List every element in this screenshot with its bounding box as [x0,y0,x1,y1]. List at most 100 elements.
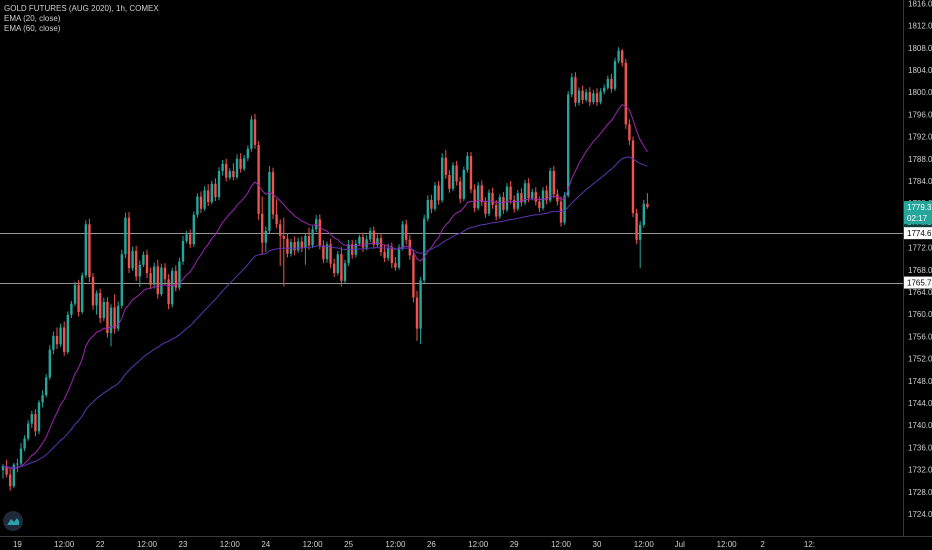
candle-body [174,270,177,288]
candle-body [275,214,278,225]
y-tick-label: 1816.0 [908,0,932,8]
candle-body [199,196,203,209]
candle-body [12,464,15,487]
x-tick-label: 30 [593,540,602,549]
candle-body [531,192,534,199]
candle-body [153,266,156,285]
candle-body [441,157,444,201]
candle-body [610,78,613,89]
y-tick-label: 1788.0 [908,155,932,164]
candle-body [297,241,300,251]
y-tick-label: 1724.0 [908,510,932,519]
candle-body [455,165,458,182]
x-tick-label: 25 [344,540,353,549]
x-tick-label: 12:00 [385,540,406,549]
countdown-tag-label: 02:17 [907,214,928,223]
candle-body [142,254,145,265]
candle-body [156,266,159,295]
y-tick-label: 1764.0 [908,288,932,297]
candle-body [66,314,69,352]
candle-body [376,238,379,245]
candle-body [556,194,559,202]
candle-body [639,224,642,240]
candle-body [225,163,228,178]
candle-body [322,245,325,260]
countdown-tag-box [904,212,932,225]
y-tick-label: 1784.0 [908,177,932,186]
candle-body [253,119,257,145]
candle-body [642,203,645,225]
last-price-tag-label: 1779.3 [907,203,932,212]
y-tick-label: 1728.0 [908,488,932,497]
candle-body [282,235,285,239]
legend-ema60: EMA (60, close) [4,24,61,33]
candle-body [567,94,570,196]
candle-body [5,466,8,475]
candle-body [30,414,33,424]
candle-body [466,156,469,170]
candle-body [91,277,95,306]
candle-body [574,77,577,103]
candle-body [502,197,505,210]
candle-body [45,377,48,396]
y-tick-label: 1804.0 [908,66,932,75]
candle-body [113,307,116,329]
candle-body [171,270,174,305]
candle-body [559,201,563,223]
candle-body [135,250,138,277]
candle-body [185,234,188,241]
x-tick-label: 26 [427,540,436,549]
candle-body [318,219,321,246]
x-tick-label: 23 [179,540,188,549]
x-tick-label: 12:00 [303,540,324,549]
candle-body [311,229,314,246]
candle-body [451,165,455,189]
candle-body [217,171,221,198]
candle-body [207,190,210,203]
candle-body [189,234,192,245]
candle-body [383,252,386,259]
candle-body [513,199,516,209]
candle-body [509,186,512,200]
candle-body [160,267,163,295]
candle-body [487,192,491,214]
y-tick-label: 1736.0 [908,443,932,452]
candle-body [606,78,609,88]
candle-body [430,199,433,209]
candle-body [599,91,602,103]
candle-body [192,214,195,245]
hline-tag-1-box [904,276,932,289]
candle-body [55,335,59,345]
candle-body [585,92,588,100]
candle-body [631,140,635,214]
ema-lines [2,103,648,470]
candle-body [127,217,131,269]
candle-body [433,185,437,209]
candle-body [491,192,494,205]
candle-body [257,144,260,214]
candle-body [232,171,235,178]
x-tick-label: 12:00 [137,540,158,549]
candle-body [145,254,149,274]
candle-body [365,239,368,248]
candle-body [16,463,19,465]
candle-body [109,307,113,334]
y-tick-label: 1752.0 [908,355,932,364]
candle-body [163,267,167,280]
ema20-line [2,103,648,470]
candle-body [37,402,41,432]
tradingview-logo-icon[interactable] [3,511,23,531]
candle-body [63,327,66,352]
candle-body [52,335,55,350]
candle-body [333,263,336,274]
candle-body [167,279,170,305]
candle-body [588,92,591,103]
candle-body [538,201,541,209]
candles [1,47,649,491]
candle-body [570,77,573,95]
x-tick-label: 24 [261,540,270,549]
last-price-tag-box [904,201,932,214]
y-tick-label: 1740.0 [908,421,932,430]
candle-body [120,254,123,306]
